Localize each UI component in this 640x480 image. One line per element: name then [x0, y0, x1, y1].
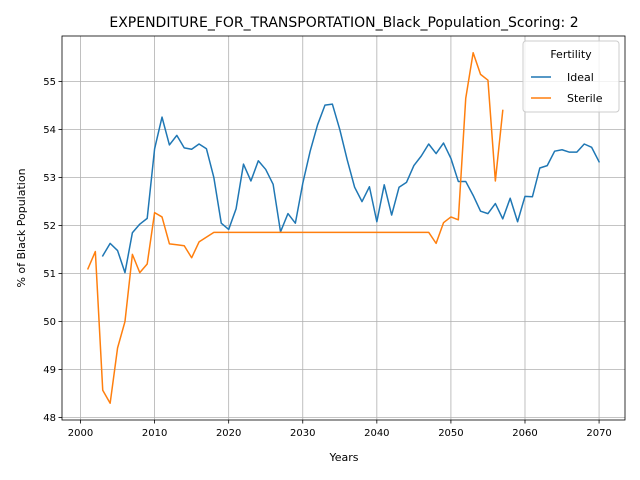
series-line-sterile — [86, 52, 504, 404]
x-axis: 2000 2010 2020 2030 2040 2050 2060 2070 — [68, 420, 612, 439]
x-tick-label: 2000 — [68, 428, 93, 439]
x-axis-label: Years — [328, 451, 358, 464]
x-tick-label: 2040 — [364, 428, 389, 439]
x-tick-label: 2050 — [438, 428, 463, 439]
series-line-ideal — [101, 103, 601, 274]
x-tick-label: 2010 — [142, 428, 167, 439]
legend: Fertility Ideal Sterile — [522, 40, 620, 113]
y-axis: 48 49 50 51 52 53 54 55 — [43, 77, 62, 424]
x-tick-label: 2070 — [586, 428, 611, 439]
y-tick-label: 48 — [43, 413, 56, 424]
x-tick-label: 2020 — [216, 428, 241, 439]
y-tick-label: 54 — [43, 125, 56, 136]
y-tick-label: 53 — [43, 173, 56, 184]
x-tick-label: 2030 — [290, 428, 315, 439]
series-group — [86, 52, 601, 404]
y-axis-label: % of Black Population — [15, 168, 28, 287]
plot-frame — [61, 35, 626, 421]
y-tick-label: 50 — [43, 317, 56, 328]
legend-label-ideal: Ideal — [567, 71, 594, 84]
legend-title: Fertility — [550, 48, 592, 61]
legend-label-sterile: Sterile — [567, 92, 603, 105]
y-tick-label: 51 — [43, 269, 56, 280]
y-tick-label: 49 — [43, 365, 56, 376]
y-tick-label: 55 — [43, 77, 56, 88]
legend-box — [522, 40, 620, 113]
x-tick-label: 2060 — [512, 428, 537, 439]
chart-title: EXPENDITURE_FOR_TRANSPORTATION_Black_Pop… — [109, 15, 578, 31]
y-tick-label: 52 — [43, 221, 56, 232]
